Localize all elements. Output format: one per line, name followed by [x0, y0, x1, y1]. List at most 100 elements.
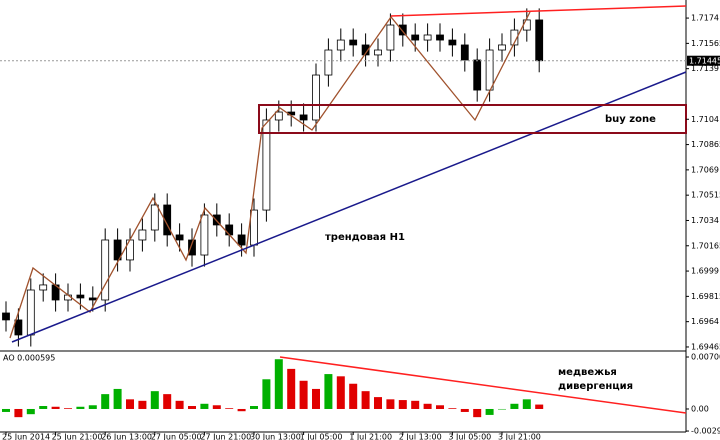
ao-bar — [287, 368, 296, 409]
annotation: медвежья — [558, 367, 617, 378]
y-tick-label: 1.69465 — [691, 342, 720, 351]
candle-body — [200, 214, 209, 256]
current-price-box — [687, 55, 720, 66]
ao-bar — [336, 376, 345, 409]
ao-bar — [14, 408, 23, 418]
ao-bar — [163, 394, 172, 409]
candle-body — [2, 312, 10, 321]
candle-body — [361, 44, 370, 56]
ao-bar — [26, 408, 35, 415]
ao-bar — [361, 391, 370, 409]
ao-bar — [188, 406, 196, 409]
ao-bar — [436, 405, 444, 409]
divergence-line — [279, 356, 687, 414]
resistance-line — [390, 5, 687, 17]
annotation: трендовая H1 — [325, 232, 405, 243]
x-tick-label: 1 Jul 21:00 — [349, 433, 392, 440]
candle-body — [250, 209, 258, 246]
candle-body — [299, 114, 308, 121]
y-tick-label: 1.7104 — [691, 115, 719, 124]
candle-body — [225, 224, 234, 236]
candle-body — [39, 284, 48, 291]
ao-bar — [485, 408, 494, 415]
candle-body — [138, 229, 147, 241]
y-tick-label: 1.70165 — [691, 241, 720, 250]
current-price-label: 1.71445 — [689, 57, 720, 66]
ao-bar — [398, 400, 407, 409]
ao-bar — [386, 399, 395, 409]
ao-bar — [423, 403, 432, 409]
candle-body — [460, 44, 469, 61]
y-tick-label: 1.70515 — [691, 191, 720, 200]
candle-body — [88, 297, 97, 301]
trend-line — [11, 71, 687, 343]
ao-bar — [460, 408, 469, 412]
ao-bar — [498, 408, 506, 410]
ao-bar — [2, 408, 10, 412]
annotation: дивергенция — [558, 381, 633, 392]
ao-bar — [473, 408, 482, 418]
x-tick-label: 2 Jul 13:00 — [399, 433, 442, 440]
ao-bar — [150, 391, 159, 409]
ao-bar — [535, 404, 544, 409]
y-tick-label: 1.71565 — [691, 39, 720, 48]
candle-body — [188, 239, 196, 256]
candle-body — [386, 24, 395, 51]
ao-bar — [510, 403, 519, 409]
x-tick-label: 27 Jun 21:00 — [200, 433, 251, 440]
ao-bar — [411, 400, 420, 409]
ao-bar — [349, 383, 358, 409]
candle-body — [485, 49, 494, 91]
x-tick-label: 25 Jun 2014 — [2, 433, 50, 440]
ao-bar — [448, 408, 457, 409]
candle-body — [522, 19, 531, 31]
ao-bar — [138, 400, 147, 409]
y-tick-label: 1.6999 — [691, 267, 719, 276]
candle-body — [398, 24, 407, 36]
ao-bar — [250, 406, 258, 409]
ao-bar — [312, 388, 320, 409]
x-tick-label: 27 Jun 05:00 — [151, 433, 202, 440]
ao-bar — [262, 379, 271, 409]
annotation: buy zone — [605, 114, 656, 125]
ao-bar — [274, 359, 283, 409]
candle-body — [14, 319, 23, 336]
ao-bar — [212, 405, 221, 409]
ao-bar — [237, 408, 246, 412]
candle-body — [535, 19, 544, 62]
y-tick-label: 1.7034 — [691, 216, 719, 225]
candle-body — [237, 234, 246, 246]
candle-body — [411, 34, 420, 41]
x-tick-label: 30 Jun 13:00 — [250, 433, 301, 440]
candle-body — [274, 111, 283, 121]
indicator-title: AO 0.000595 — [3, 354, 55, 363]
candle-body — [349, 39, 358, 46]
candle-body — [436, 34, 444, 41]
ao-bar — [126, 399, 134, 409]
ao-bar — [51, 406, 60, 409]
ao-bar — [299, 380, 308, 409]
candle-body — [262, 119, 271, 211]
y-tick-label: 0.00 — [691, 404, 709, 413]
candle-body — [113, 239, 122, 261]
candle-body — [336, 39, 345, 51]
ao-bar — [522, 399, 531, 409]
ao-bar — [374, 397, 382, 409]
candle-body — [423, 34, 432, 41]
candle-body — [26, 289, 35, 336]
ao-bar — [225, 408, 234, 409]
y-tick-label: 0.007003 — [691, 352, 720, 361]
x-tick-label: 25 Jun 21:00 — [52, 433, 103, 440]
candle-body — [163, 204, 172, 236]
ao-bar — [76, 406, 85, 409]
x-tick-label: 1 Jul 05:00 — [300, 433, 343, 440]
y-tick-label: 1.70865 — [691, 140, 720, 149]
y-tick-label: 1.69815 — [691, 292, 720, 301]
y-tick-label: -0.00297 — [691, 427, 720, 436]
y-tick-label: 1.7174 — [691, 14, 719, 23]
y-tick-label: 1.7139 — [691, 64, 719, 73]
candle-body — [374, 49, 382, 56]
candle-body — [175, 234, 184, 241]
ao-bar — [39, 406, 48, 409]
